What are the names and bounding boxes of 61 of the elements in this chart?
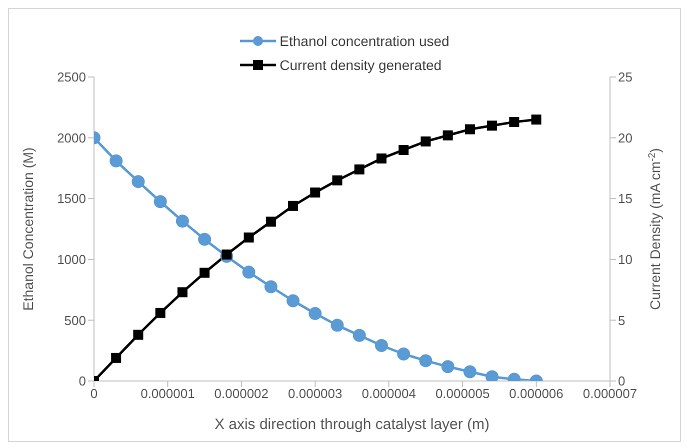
point: [487, 120, 498, 131]
point: [264, 280, 278, 294]
point: [288, 200, 298, 211]
point: [200, 268, 210, 278]
y-tick-label: 0: [78, 374, 86, 389]
x-tick-label: 0.000001: [140, 386, 195, 402]
x-tick-label: 0.000007: [582, 386, 638, 402]
legend-label: Ethanol concentration used: [280, 33, 450, 49]
point: [155, 308, 166, 318]
x-tick-label: 0.000002: [214, 386, 269, 402]
y-tick-label: 2000: [57, 130, 86, 146]
y-tick-label: 500: [64, 312, 86, 328]
point: [376, 153, 386, 164]
point: [354, 164, 364, 174]
point: [110, 154, 123, 168]
x-tick-label: 0.000003: [288, 386, 342, 402]
point: [332, 175, 342, 186]
point: [419, 354, 432, 368]
point: [486, 370, 499, 381]
point: [133, 330, 144, 340]
x-tick-label: 0.000005: [435, 386, 490, 402]
point: [244, 232, 254, 243]
y2-tick-label: 25: [618, 70, 632, 85]
point: [442, 130, 453, 140]
x-axis-title: X axis direction through catalyst layer (m): [214, 416, 490, 433]
point: [308, 307, 322, 320]
point: [397, 348, 410, 361]
y2-tick-label: 20: [618, 130, 632, 146]
point: [441, 360, 454, 374]
legend-label: Current density generated: [280, 57, 442, 73]
x-tick-label: 0.000006: [509, 386, 564, 402]
x-tick-label: 0.000004: [362, 386, 416, 402]
point: [222, 250, 232, 260]
point: [463, 365, 476, 378]
y-tick-label: 1500: [57, 191, 86, 206]
point: [352, 328, 366, 342]
point: [177, 287, 188, 298]
point: [531, 114, 542, 125]
point: [132, 175, 145, 188]
y2-tick-label: 15: [618, 191, 632, 206]
point: [286, 294, 300, 308]
point: [310, 188, 320, 198]
y2-tick-label: 10: [618, 252, 632, 268]
point: [154, 195, 167, 208]
point: [242, 266, 256, 279]
y-tick-label: 1000: [57, 252, 86, 268]
y-axis-title: Ethanol Concentration (M): [20, 147, 36, 311]
point: [374, 338, 388, 352]
point: [111, 352, 122, 363]
point: [509, 116, 520, 127]
x-tick-label: 0: [90, 386, 98, 402]
point: [420, 136, 431, 146]
y-tick-label: 2500: [57, 70, 86, 85]
point: [464, 124, 475, 134]
point: [398, 144, 409, 155]
point: [266, 216, 276, 227]
point: [330, 318, 344, 332]
point: [176, 214, 189, 228]
point: [198, 232, 212, 246]
y2-tick-label: 0: [618, 374, 626, 389]
y2-tick-label: 5: [618, 312, 626, 328]
